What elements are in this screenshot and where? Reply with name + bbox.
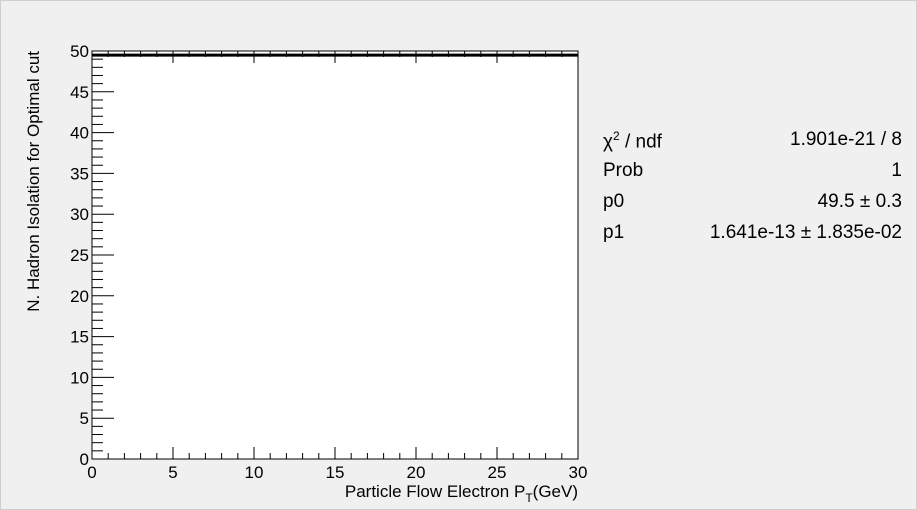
x-tick-label: 15 [326, 463, 345, 482]
fit-stats-box: χ2 / ndf 1.901e-21 / 8 Prob 1 p0 49.5 ± … [591, 119, 906, 243]
stat-name-p1: p1 [603, 222, 625, 243]
stat-value-chi2: 1.901e-21 / 8 [790, 129, 902, 150]
y-tick-label: 50 [70, 42, 89, 61]
y-tick-label: 0 [80, 450, 89, 469]
stat-value-p1: 1.641e-13 ± 1.835e-02 [709, 222, 902, 243]
stat-name-prob: Prob [603, 160, 644, 181]
y-tick-label: 5 [80, 409, 89, 428]
x-tick-label: 0 [87, 463, 96, 482]
plot-frame [91, 50, 579, 460]
stat-name-chi2: χ2 / ndf [603, 129, 662, 153]
stat-row-p0: p0 49.5 ± 0.3 [591, 181, 906, 212]
stat-row-chi2: χ2 / ndf 1.901e-21 / 8 [591, 119, 906, 153]
y-tick-label: 15 [70, 328, 89, 347]
x-tick-label: 30 [569, 463, 588, 482]
stat-value-p0: 49.5 ± 0.3 [817, 191, 902, 212]
x-tick-label: 25 [488, 463, 507, 482]
x-tick-label: 20 [407, 463, 426, 482]
stat-row-prob: Prob 1 [591, 150, 906, 181]
y-tick-label: 40 [70, 124, 89, 143]
y-axis-label: N. Hadron Isolation for Optimal cut [24, 51, 43, 312]
stat-row-p1: p1 1.641e-13 ± 1.835e-02 [591, 212, 906, 243]
y-tick-label: 10 [70, 368, 89, 387]
x-tick-label: 5 [168, 463, 177, 482]
y-tick-label: 20 [70, 287, 89, 306]
y-tick-label: 25 [70, 246, 89, 265]
y-tick-label: 45 [70, 83, 89, 102]
stat-value-prob: 1 [891, 160, 902, 181]
y-tick-label: 35 [70, 164, 89, 183]
stat-name-p0: p0 [603, 191, 625, 212]
y-tick-label: 30 [70, 205, 89, 224]
x-axis-label: Particle Flow Electron PT(GeV) [345, 482, 578, 505]
x-tick-label: 10 [245, 463, 264, 482]
